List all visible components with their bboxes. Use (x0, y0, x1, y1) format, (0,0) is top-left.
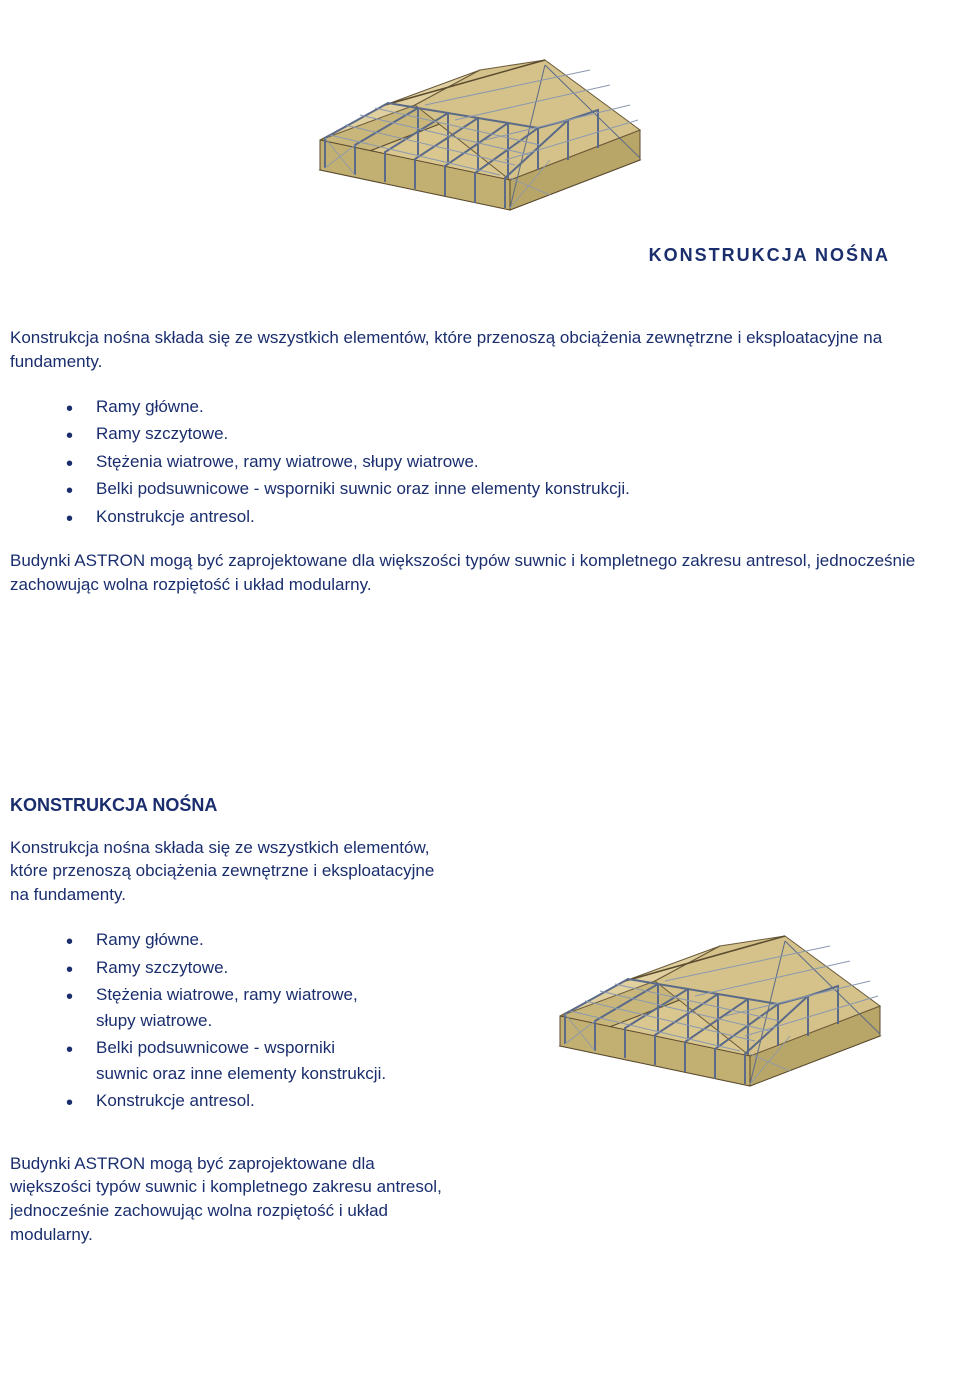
list-item: Belki podsuwnicowe - wsporniki suwnic or… (66, 476, 950, 502)
list-item: Konstrukcje antresol. (66, 504, 950, 530)
list-item: Ramy główne. (66, 394, 950, 420)
building-diagram-small (530, 896, 910, 1096)
top-diagram (10, 0, 950, 235)
intro-paragraph-1: Konstrukcja nośna składa się ze wszystki… (10, 326, 950, 374)
list-item: Belki podsuwnicowe - wsporniki suwnic or… (66, 1035, 450, 1086)
list-item: Konstrukcje antresol. (66, 1088, 450, 1114)
bullet-list-1: Ramy główne. Ramy szczytowe. Stężenia wi… (10, 394, 950, 530)
spacer (10, 615, 950, 795)
bullet-list-2: Ramy główne. Ramy szczytowe. Stężenia wi… (10, 927, 450, 1114)
list-item: Stężenia wiatrowe, ramy wiatrowe, słupy … (66, 982, 450, 1033)
list-item: Ramy główne. (66, 927, 450, 953)
top-caption: KONSTRUKCJA NOŚNA (10, 235, 950, 296)
paragraph-2: Budynki ASTRON mogą być zaprojektowane d… (10, 1152, 450, 1247)
list-item: Ramy szczytowe. (66, 421, 950, 447)
paragraph-1: Budynki ASTRON mogą być zaprojektowane d… (10, 549, 950, 597)
section-2-intro: Konstrukcja nośna składa się ze wszystki… (10, 836, 450, 907)
list-item: Stężenia wiatrowe, ramy wiatrowe, słupy … (66, 449, 950, 475)
building-diagram-large (290, 20, 670, 220)
side-diagram (490, 836, 950, 1101)
section-2-title: KONSTRUKCJA NOŚNA (10, 795, 950, 816)
list-item: Ramy szczytowe. (66, 955, 450, 981)
